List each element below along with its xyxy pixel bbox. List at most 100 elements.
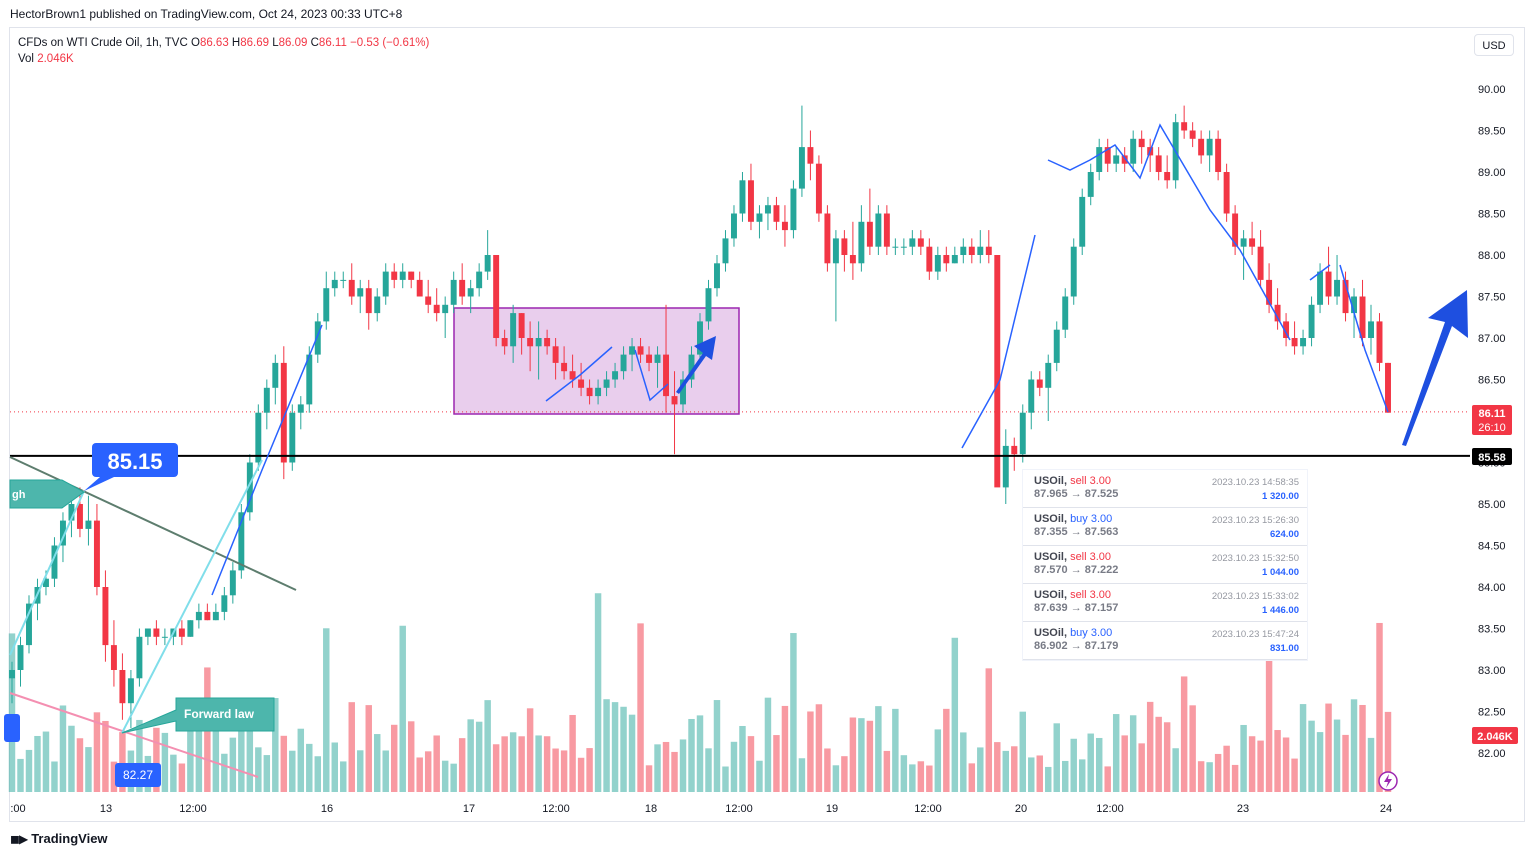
swing-path bbox=[211, 324, 323, 596]
candle-body bbox=[459, 279, 466, 297]
volume-bar bbox=[263, 755, 271, 792]
volume-bar bbox=[416, 757, 423, 792]
volume-bar bbox=[1223, 745, 1230, 792]
volume-bar bbox=[960, 732, 967, 792]
volume-bar bbox=[807, 711, 814, 792]
volume-bar bbox=[76, 738, 84, 792]
candle-body bbox=[1138, 138, 1145, 148]
time-tick-label: 19 bbox=[826, 803, 838, 815]
time-tick-label: 13 bbox=[100, 803, 112, 815]
candle-body bbox=[535, 338, 542, 347]
candle-body bbox=[815, 163, 822, 214]
candle-body bbox=[110, 645, 117, 670]
volume-bar bbox=[433, 735, 440, 792]
time-tick-label: 17 bbox=[463, 803, 475, 815]
candle-body bbox=[1257, 246, 1264, 280]
candle-body bbox=[849, 255, 856, 264]
time-tick-label: 24 bbox=[1380, 803, 1392, 815]
candle-body bbox=[1308, 304, 1315, 338]
ascending-trendline-left bbox=[9, 490, 85, 656]
candle-body bbox=[739, 180, 746, 214]
volume-bar bbox=[1231, 764, 1239, 792]
volume-bar bbox=[756, 760, 763, 792]
currency-button[interactable]: USD bbox=[1474, 34, 1514, 56]
price-tick-label: 82.50 bbox=[1478, 707, 1506, 719]
candle-body bbox=[1062, 296, 1069, 330]
volume-bar bbox=[1062, 760, 1069, 792]
candle-body bbox=[1155, 155, 1162, 172]
time-tick-label: 12:00 bbox=[1096, 803, 1124, 815]
volume-bar bbox=[1138, 743, 1145, 792]
volume-bar bbox=[1248, 736, 1256, 792]
close-label: C bbox=[310, 37, 319, 49]
low-badge-box bbox=[115, 763, 161, 787]
volume-bar bbox=[153, 727, 160, 792]
candle-body bbox=[26, 603, 32, 646]
candle-body bbox=[1053, 329, 1060, 363]
volume-bar bbox=[407, 721, 415, 792]
volume-bar bbox=[399, 625, 406, 792]
candle-body bbox=[51, 545, 58, 579]
candle-body bbox=[1181, 122, 1188, 131]
trade-profit: 1 446.00 bbox=[1262, 605, 1299, 616]
candle-body bbox=[93, 520, 100, 587]
volume-bar bbox=[841, 756, 848, 792]
volume-badge bbox=[1472, 727, 1518, 744]
candle-body bbox=[1096, 147, 1103, 172]
volume-bar bbox=[93, 712, 101, 792]
volume-bar bbox=[1265, 605, 1273, 792]
volume-bar bbox=[390, 724, 398, 792]
trade-time: 2023.10.23 14:58:35 bbox=[1211, 477, 1299, 488]
candle-body bbox=[331, 279, 338, 289]
volume-bar bbox=[934, 729, 942, 792]
candle-body bbox=[1079, 196, 1086, 247]
candle-body bbox=[17, 645, 24, 670]
candle-body bbox=[1300, 338, 1307, 347]
volume-bar bbox=[1129, 715, 1137, 792]
candle-body bbox=[858, 221, 865, 264]
current-price-label: 86.11 bbox=[1479, 408, 1506, 420]
candle-body bbox=[1045, 362, 1052, 388]
volume-bar bbox=[654, 744, 661, 792]
volume-bar bbox=[187, 701, 194, 792]
trade-side: sell 3.00 bbox=[1070, 589, 1112, 601]
volume-bar bbox=[713, 700, 721, 792]
candle-body bbox=[1317, 271, 1324, 305]
volume-bar bbox=[1163, 722, 1171, 792]
candle-body bbox=[1028, 379, 1035, 413]
volume-bar bbox=[178, 763, 186, 792]
volume-bar bbox=[289, 750, 296, 792]
footer-brand[interactable]: ◼▶ TradingView bbox=[10, 831, 108, 846]
small-arrow-up bbox=[676, 336, 716, 394]
candle-body bbox=[1291, 338, 1298, 347]
candle-body bbox=[1002, 445, 1009, 488]
candle-body bbox=[127, 678, 134, 704]
countdown-label: 26:10 bbox=[1478, 422, 1506, 434]
candle-body bbox=[680, 379, 686, 405]
price-tick-label: 88.50 bbox=[1478, 209, 1506, 221]
candle-body bbox=[306, 354, 313, 405]
candle-body bbox=[501, 338, 508, 347]
candle-body bbox=[654, 354, 661, 363]
candle-body bbox=[832, 238, 839, 264]
price-tick-label: 89.50 bbox=[1478, 126, 1506, 138]
candle-body bbox=[714, 263, 720, 289]
open-value: 86.63 bbox=[199, 37, 229, 49]
trade-profit: 1 044.00 bbox=[1262, 567, 1299, 578]
volume-bar bbox=[849, 717, 857, 792]
volume-bar bbox=[1180, 676, 1188, 792]
volume-bar bbox=[424, 751, 432, 792]
trade-symbol: USOil, bbox=[1034, 627, 1071, 639]
price-badge-pointer bbox=[84, 477, 114, 491]
trade-symbol: USOil, bbox=[1034, 551, 1071, 563]
candle-body bbox=[178, 628, 185, 637]
volume-bar bbox=[535, 735, 542, 792]
candle-body bbox=[442, 304, 449, 314]
time-tick-label: 23 bbox=[1237, 803, 1249, 815]
volume-badge-label: 2.046K bbox=[1477, 731, 1513, 743]
volume-bar bbox=[1367, 737, 1375, 792]
volume-bar bbox=[705, 748, 712, 792]
trade-profit: 1 320.00 bbox=[1262, 491, 1299, 502]
volume-bar bbox=[917, 761, 925, 792]
